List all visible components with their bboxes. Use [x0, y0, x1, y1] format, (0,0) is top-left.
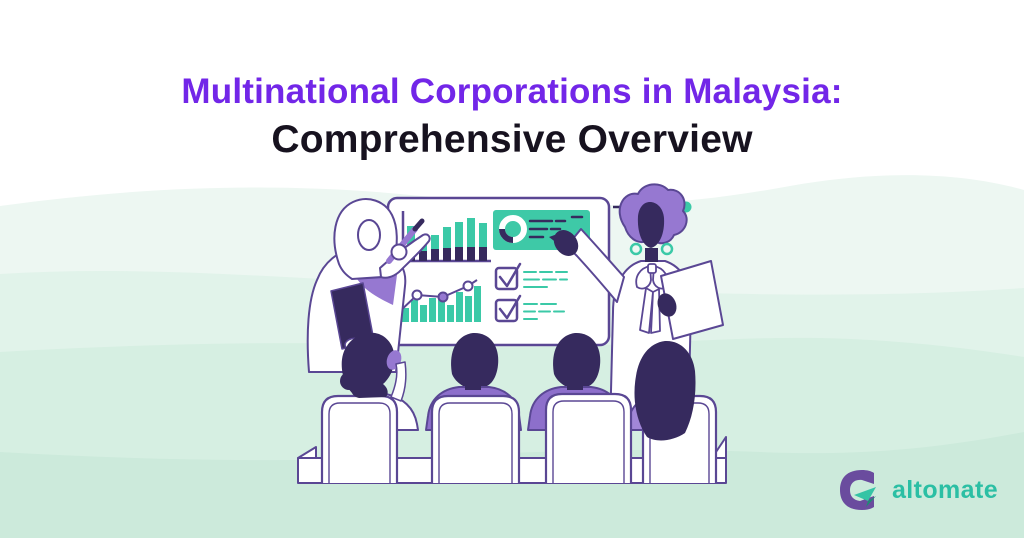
title-block: Multinational Corporations in Malaysia: … [0, 72, 1024, 163]
chair [430, 394, 521, 483]
earring-icon [660, 242, 674, 256]
stacked-bar-chart [401, 211, 491, 263]
handheld-board [660, 260, 724, 340]
altomate-logo-icon [839, 470, 876, 510]
donut-chart-icon [499, 215, 527, 243]
logo: altomate [838, 468, 998, 512]
chair [320, 394, 399, 483]
page-subtitle: Comprehensive Overview [271, 118, 753, 162]
earring-icon [629, 242, 643, 256]
checklist [494, 262, 568, 323]
page-title: Multinational Corporations in Malaysia: [181, 72, 843, 111]
line-chart [397, 279, 481, 322]
audience [297, 332, 727, 484]
checkbox-icon [494, 262, 522, 291]
checkbox-icon [494, 294, 522, 323]
chair [544, 392, 633, 483]
presenter-right [549, 183, 724, 431]
logo-text: altomate [891, 475, 998, 504]
background-waves [0, 175, 1024, 538]
